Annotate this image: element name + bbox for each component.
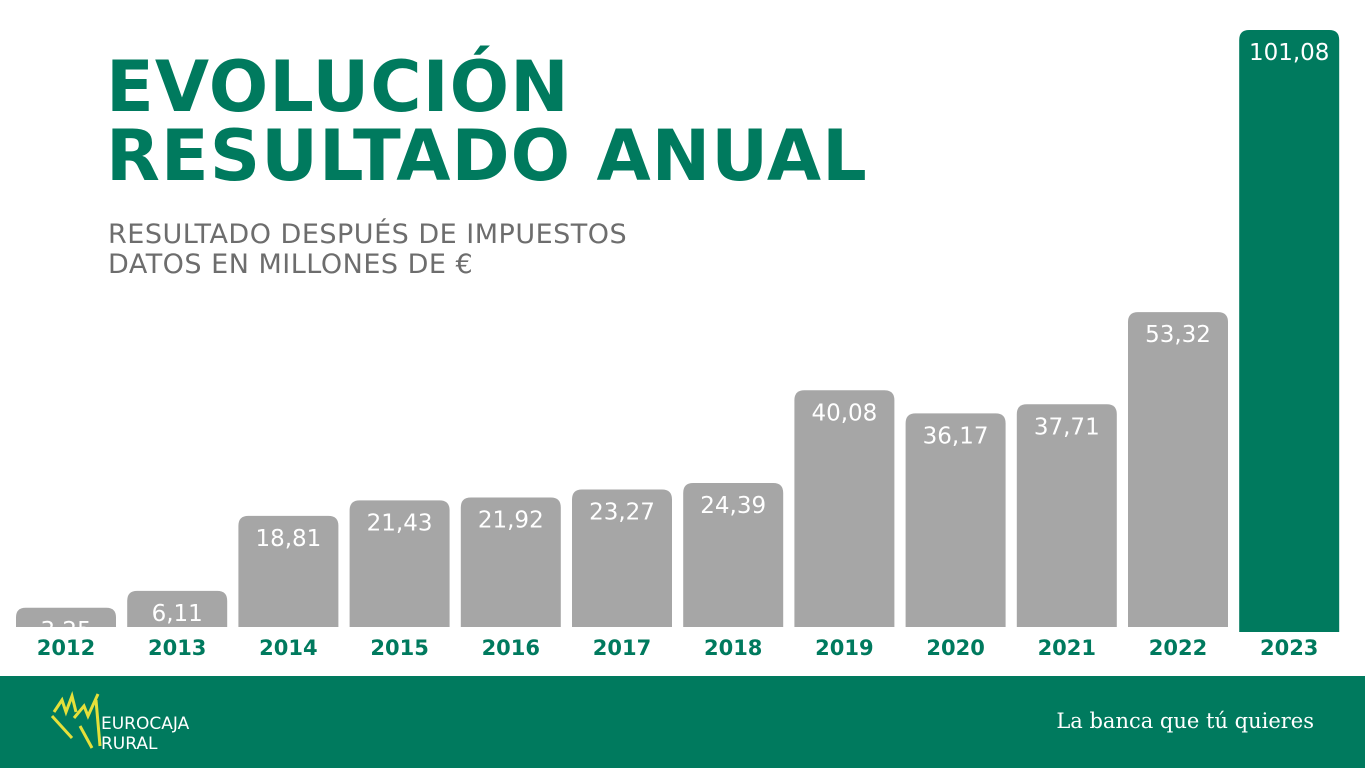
x-tick-label: 2018 — [704, 636, 762, 660]
value-label: 24,39 — [700, 493, 766, 519]
x-tick-label: 2023 — [1260, 636, 1318, 660]
x-tick-label: 2020 — [926, 636, 984, 660]
value-label: 37,71 — [1034, 414, 1100, 440]
bar — [683, 482, 784, 627]
value-label: 101,08 — [1249, 40, 1329, 66]
footer-band — [0, 676, 1365, 768]
x-tick-label: 2019 — [815, 636, 873, 660]
value-label: 3,25 — [40, 618, 91, 644]
value-label: 21,43 — [367, 510, 433, 536]
bar — [1128, 312, 1228, 627]
value-label: 18,81 — [255, 526, 321, 552]
bar — [16, 607, 116, 627]
value-label: 21,92 — [478, 508, 544, 534]
bar — [238, 515, 339, 627]
x-tick-label: 2017 — [593, 636, 651, 660]
value-label: 6,11 — [152, 601, 203, 627]
x-tick-label: 2012 — [37, 636, 95, 660]
bar — [794, 390, 895, 627]
logo-icon — [50, 690, 102, 749]
bar — [460, 497, 561, 627]
subtitle-line: RESULTADO DESPUÉS DE IMPUESTOS — [108, 218, 627, 250]
bar — [1016, 404, 1117, 627]
title-line: EVOLUCIÓN — [106, 46, 570, 128]
value-label: 23,27 — [589, 500, 655, 526]
x-tick-label: 2015 — [370, 636, 428, 660]
logo-text: RURAL — [101, 734, 158, 754]
bar — [905, 413, 1006, 627]
value-label: 36,17 — [923, 423, 989, 449]
tagline: La banca que tú quieres — [1056, 709, 1314, 733]
bar — [1239, 30, 1340, 632]
subtitle-line: DATOS EN MILLONES DE € — [108, 249, 473, 280]
value-label: 53,32 — [1145, 322, 1211, 348]
x-tick-label: 2021 — [1038, 636, 1096, 660]
title-line: RESULTADO ANUAL — [106, 115, 868, 197]
bar — [572, 489, 672, 627]
value-label: 40,08 — [811, 400, 877, 426]
bar — [127, 590, 228, 627]
x-tick-label: 2022 — [1149, 636, 1207, 660]
x-tick-label: 2014 — [259, 636, 317, 660]
x-tick-label: 2013 — [148, 636, 206, 660]
bar — [349, 500, 450, 627]
logo-text: EUROCAJA — [101, 714, 190, 734]
x-tick-label: 2016 — [482, 636, 540, 660]
